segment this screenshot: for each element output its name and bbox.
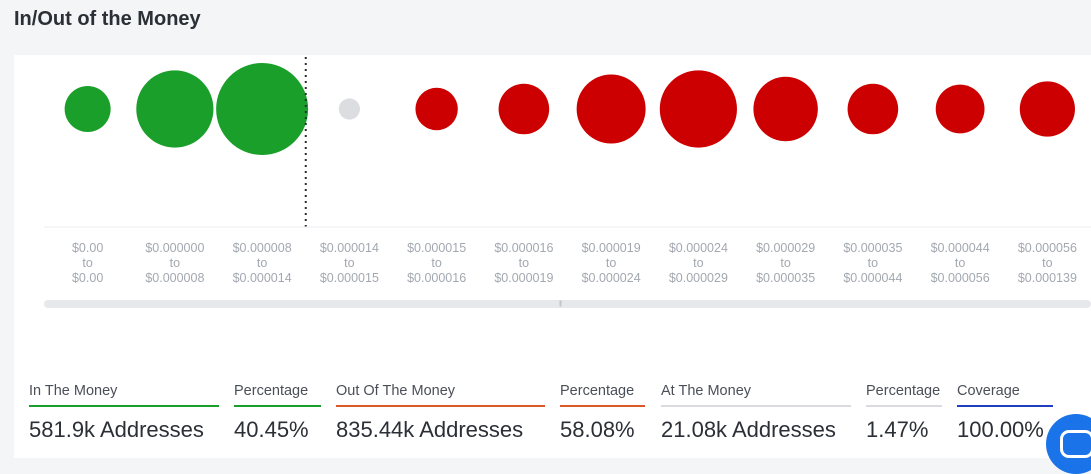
stat-value: 835.44k Addresses xyxy=(336,417,524,442)
x-tick-label: to xyxy=(170,256,180,270)
x-tick-label: $0.000024 xyxy=(582,271,641,285)
stat-at-percentage: Percentage 1.47% xyxy=(866,383,942,443)
page-title: In/Out of the Money xyxy=(14,8,201,30)
x-tick-label: $0.000015 xyxy=(320,271,379,285)
in-out-money-chart: $0.00to$0.00$0.000000to$0.000008$0.00000… xyxy=(44,57,1091,285)
x-tick-label: to xyxy=(693,256,703,270)
stat-label: Percentage xyxy=(866,383,941,399)
stat-underline xyxy=(866,405,942,407)
stat-coverage: Coverage 100.00% xyxy=(957,383,1053,443)
chat-icon xyxy=(1060,430,1091,458)
x-tick-label: to xyxy=(519,256,529,270)
x-tick-label: $0.000014 xyxy=(233,271,292,285)
stat-underline xyxy=(336,405,545,407)
chart-scrollbar[interactable]: ||| xyxy=(44,300,1091,308)
scrollbar-grip-icon[interactable]: ||| xyxy=(559,301,562,307)
x-tick-label: $0.000056 xyxy=(931,271,990,285)
stat-value: 100.00% xyxy=(957,417,1044,442)
x-tick-label: to xyxy=(780,256,790,270)
x-tick-label: to xyxy=(1042,256,1052,270)
x-tick-label: $0.000019 xyxy=(494,271,553,285)
x-tick-label: to xyxy=(431,256,441,270)
x-tick-label: $0.000044 xyxy=(931,241,990,255)
bubble-in-the-money[interactable] xyxy=(216,63,309,155)
x-tick-label: $0.000015 xyxy=(407,241,466,255)
x-tick-label: to xyxy=(257,256,267,270)
stat-underline xyxy=(957,405,1053,407)
stat-underline xyxy=(29,405,219,407)
stat-label: At The Money xyxy=(661,383,752,399)
x-tick-label: $0.000044 xyxy=(843,271,902,285)
bubble-out-the-money[interactable] xyxy=(847,83,899,135)
stat-label: Percentage xyxy=(234,383,309,399)
bubble-out-the-money[interactable] xyxy=(576,74,646,144)
stats-row: In The Money 581.9k Addresses Percentage… xyxy=(14,383,1091,458)
x-tick-label: $0.000016 xyxy=(407,271,466,285)
stat-value: 40.45% xyxy=(234,417,309,442)
stat-underline xyxy=(560,405,645,407)
x-tick-label: to xyxy=(955,256,965,270)
stat-out-of-the-money: Out Of The Money 835.44k Addresses xyxy=(336,383,545,443)
x-tick-label: $0.000035 xyxy=(843,241,902,255)
x-tick-label: to xyxy=(606,256,616,270)
x-tick-label: $0.000008 xyxy=(233,241,292,255)
stat-value: 1.47% xyxy=(866,417,929,442)
x-tick-label: to xyxy=(82,256,92,270)
stat-value: 581.9k Addresses xyxy=(29,417,204,442)
bubble-out-the-money[interactable] xyxy=(1019,81,1075,137)
stat-in-the-money: In The Money 581.9k Addresses xyxy=(29,383,219,443)
stat-in-percentage: Percentage 40.45% xyxy=(234,383,321,443)
bubble-in-the-money[interactable] xyxy=(64,86,111,132)
stat-underline xyxy=(661,405,851,407)
bubbles-group xyxy=(64,63,1075,155)
bubble-out-the-money[interactable] xyxy=(415,87,458,131)
x-tick-label: $0.000019 xyxy=(582,241,641,255)
bubble-out-the-money[interactable] xyxy=(753,76,818,142)
x-tick-label: to xyxy=(344,256,354,270)
x-tick-label: $0.000029 xyxy=(756,241,815,255)
tick-labels-group: $0.00to$0.00$0.000000to$0.000008$0.00000… xyxy=(72,241,1077,285)
x-tick-label: $0.000029 xyxy=(669,271,728,285)
stat-label: Coverage xyxy=(957,383,1020,399)
bubble-at-the-money[interactable] xyxy=(338,98,360,120)
x-tick-label: $0.000139 xyxy=(1018,271,1077,285)
chat-support-button[interactable] xyxy=(1046,414,1091,474)
bubble-out-the-money[interactable] xyxy=(659,70,737,148)
stat-out-percentage: Percentage 58.08% xyxy=(560,383,645,443)
x-tick-label: $0.000008 xyxy=(145,271,204,285)
x-tick-label: $0.000016 xyxy=(494,241,553,255)
x-tick-label: $0.000056 xyxy=(1018,241,1077,255)
x-tick-label: $0.000014 xyxy=(320,241,379,255)
bubble-out-the-money[interactable] xyxy=(935,84,985,134)
stat-label: Percentage xyxy=(560,383,635,399)
x-tick-label: to xyxy=(868,256,878,270)
x-tick-label: $0.000024 xyxy=(669,241,728,255)
stat-value: 58.08% xyxy=(560,417,635,442)
stat-at-the-money: At The Money 21.08k Addresses xyxy=(661,383,851,443)
bubble-out-the-money[interactable] xyxy=(498,83,550,135)
x-tick-label: $0.00 xyxy=(72,241,103,255)
x-tick-label: $0.00 xyxy=(72,271,103,285)
stat-label: In The Money xyxy=(29,383,118,399)
chart-card: $0.00 to $0.00 $0.000000 to $0.000008 $0.00000… xyxy=(14,55,1091,458)
x-tick-label: $0.000000 xyxy=(145,241,204,255)
stat-underline xyxy=(234,405,321,407)
x-tick-label: $0.000035 xyxy=(756,271,815,285)
stat-value: 21.08k Addresses xyxy=(661,417,836,442)
bubble-in-the-money[interactable] xyxy=(136,70,214,148)
stat-label: Out Of The Money xyxy=(336,383,456,399)
